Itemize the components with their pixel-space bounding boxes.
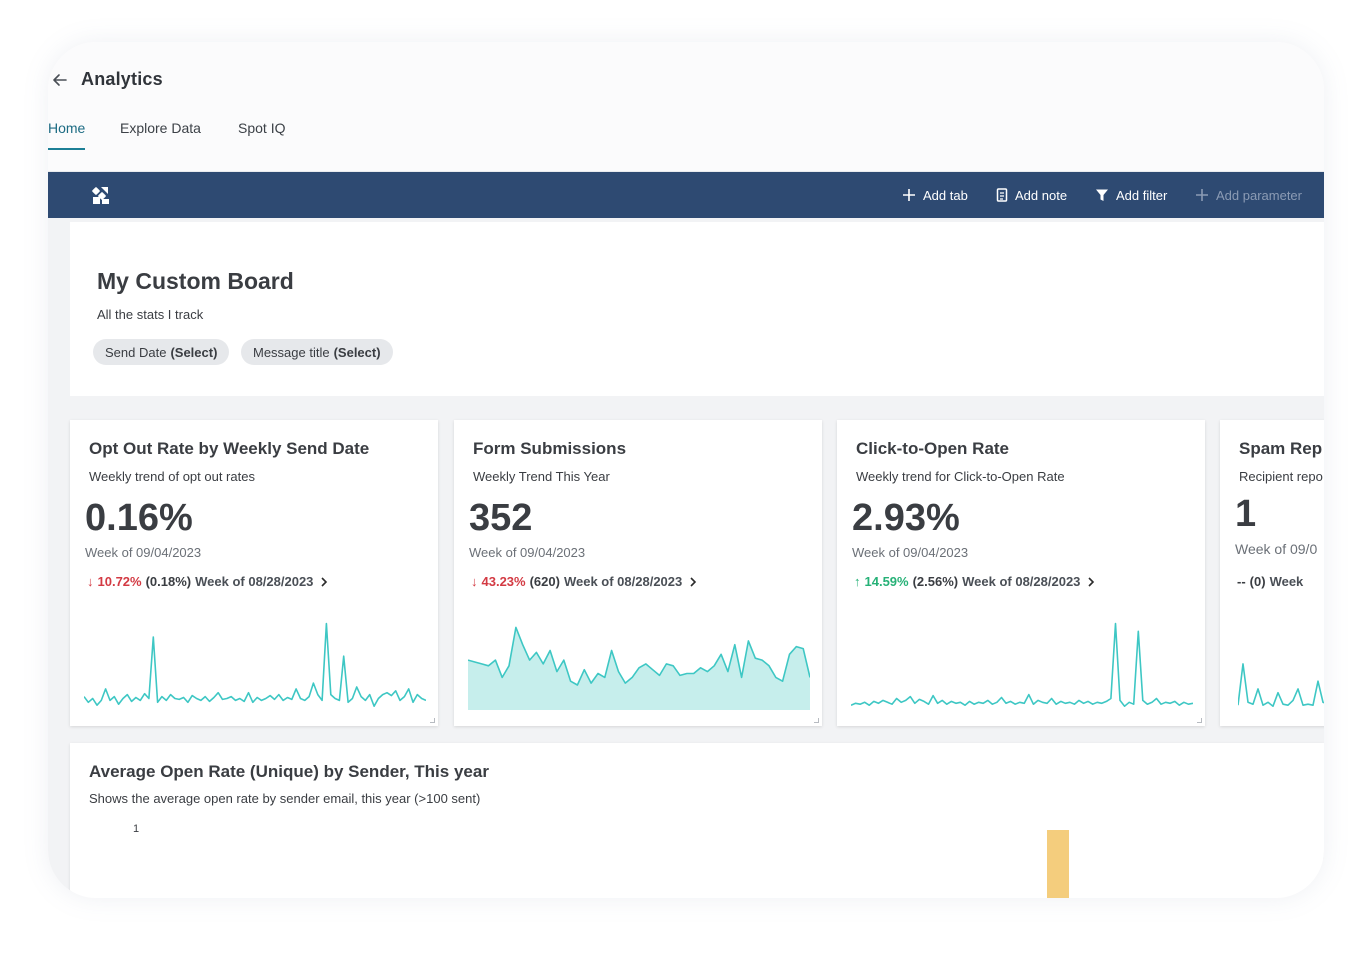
trend-down-icon: ↓ xyxy=(471,574,478,589)
arrow-left-icon[interactable] xyxy=(50,70,70,90)
delta-absolute: (0.18%) xyxy=(145,574,192,589)
kpi-comparison[interactable]: ↓ 43.23% (620) Week of 08/28/2023 xyxy=(471,574,697,589)
delta-percent: 10.72% xyxy=(97,574,142,589)
board-header: My Custom Board All the stats I track Se… xyxy=(70,222,1324,396)
resize-handle[interactable] xyxy=(1197,718,1202,723)
chevron-right-icon xyxy=(690,576,697,587)
add-tab-button[interactable]: Add tab xyxy=(902,186,968,204)
add-parameter-label: Add parameter xyxy=(1216,187,1302,203)
delta-absolute: (620) xyxy=(529,574,560,589)
add-tab-label: Add tab xyxy=(923,187,968,203)
filter-chip-value: (Select) xyxy=(170,344,218,360)
app-window: Analytics Home Explore Data Spot IQ Add … xyxy=(48,42,1324,898)
kpi-value: 2.93% xyxy=(852,497,960,539)
sparkline-chart xyxy=(851,610,1193,714)
board-description: All the stats I track xyxy=(97,307,204,322)
filter-chip-send-date[interactable]: Send Date (Select) xyxy=(93,339,230,365)
app-header: Analytics Home Explore Data Spot IQ xyxy=(48,42,1324,172)
delta-week: Week of 08/28/2023 xyxy=(563,574,683,589)
sparkline-line xyxy=(1238,664,1324,706)
chart-bar[interactable] xyxy=(1047,830,1069,898)
add-parameter-button[interactable]: Add parameter xyxy=(1195,186,1302,204)
resize-handle[interactable] xyxy=(814,718,819,723)
kpi-card-opt-out-rate[interactable]: Opt Out Rate by Weekly Send Date Weekly … xyxy=(70,420,438,726)
chevron-right-icon xyxy=(1088,576,1095,587)
kpi-value: 1 xyxy=(1235,493,1257,535)
sparkline-chart xyxy=(1238,610,1324,714)
card-title: Click-to-Open Rate xyxy=(856,439,1010,458)
trend-down-icon: ↓ xyxy=(87,574,94,589)
add-note-label: Add note xyxy=(1015,187,1068,203)
kpi-card-spam-reports[interactable]: Spam Rep Recipient repo 1 Week of 09/0 -… xyxy=(1220,420,1324,726)
delta-week: Week of 08/28/2023 xyxy=(962,574,1081,589)
card-title: Spam Rep xyxy=(1239,439,1323,458)
filter-chip-field: Message title xyxy=(253,344,330,360)
delta-absolute: (0) xyxy=(1249,574,1266,589)
kpi-card-click-to-open-rate[interactable]: Click-to-Open Rate Weekly trend for Clic… xyxy=(837,420,1205,726)
delta-absolute: (2.56%) xyxy=(912,574,959,589)
kpi-comparison[interactable]: -- (0) Week xyxy=(1237,574,1303,589)
add-filter-label: Add filter xyxy=(1116,187,1168,203)
add-note-button[interactable]: Add note xyxy=(996,186,1067,204)
filter-icon xyxy=(1096,189,1108,201)
card-subtitle: Weekly Trend This Year xyxy=(473,469,610,484)
sparkline-line xyxy=(851,624,1193,707)
card-subtitle: Weekly trend of opt out rates xyxy=(89,469,255,484)
add-filter-button[interactable]: Add filter xyxy=(1095,186,1167,204)
kpi-comparison[interactable]: ↑ 14.59% (2.56%) Week of 08/28/2023 xyxy=(854,574,1095,589)
card-title: Opt Out Rate by Weekly Send Date xyxy=(89,439,370,458)
sparkline-line xyxy=(84,624,426,707)
kpi-card-form-submissions[interactable]: Form Submissions Weekly Trend This Year … xyxy=(454,420,822,726)
card-title: Average Open Rate (Unique) by Sender, Th… xyxy=(89,762,489,781)
sparkline-line xyxy=(468,627,810,685)
trend-up-icon: ↑ xyxy=(854,574,861,589)
chart-card-average-open-rate[interactable]: Average Open Rate (Unique) by Sender, Th… xyxy=(70,743,1324,898)
board-canvas: My Custom Board All the stats I track Se… xyxy=(48,218,1324,898)
filter-chip-message-title[interactable]: Message title (Select) xyxy=(241,339,393,365)
card-subtitle: Weekly trend for Click-to-Open Rate xyxy=(856,469,1065,484)
card-subtitle: Shows the average open rate by sender em… xyxy=(89,791,481,806)
delta-percent: 43.23% xyxy=(481,574,526,589)
sparkline-chart xyxy=(84,610,426,714)
plus-icon xyxy=(1196,189,1208,201)
note-icon xyxy=(996,188,1008,202)
app-title: Analytics xyxy=(81,69,163,89)
kpi-date: Week of 09/0 xyxy=(1235,541,1318,557)
trend-flat-icon: -- xyxy=(1237,574,1246,589)
tab-spot-iq[interactable]: Spot IQ xyxy=(238,120,286,136)
delta-week: Week of 08/28/2023 xyxy=(195,574,314,589)
kpi-value: 0.16% xyxy=(85,497,193,539)
plus-icon xyxy=(903,189,915,201)
filter-chip-field: Send Date xyxy=(105,344,167,360)
kpi-date: Week of 09/04/2023 xyxy=(469,545,586,560)
filter-chip-value: (Select) xyxy=(333,344,381,360)
board-toolbar: Add tab Add note Add filter Add paramete… xyxy=(48,172,1324,218)
pinboard-logo-icon[interactable] xyxy=(90,184,112,206)
delta-percent: 14.59% xyxy=(864,574,909,589)
resize-handle[interactable] xyxy=(430,718,435,723)
y-axis-tick: 1 xyxy=(133,823,140,835)
tab-home[interactable]: Home xyxy=(48,120,86,150)
kpi-date: Week of 09/04/2023 xyxy=(852,545,969,560)
kpi-comparison[interactable]: ↓ 10.72% (0.18%) Week of 08/28/2023 xyxy=(87,574,328,589)
card-subtitle: Recipient repo xyxy=(1239,469,1323,484)
kpi-date: Week of 09/04/2023 xyxy=(85,545,202,560)
board-title: My Custom Board xyxy=(97,268,294,294)
card-title: Form Submissions xyxy=(473,439,627,458)
sparkline-chart xyxy=(468,610,810,710)
tab-explore-data[interactable]: Explore Data xyxy=(120,120,201,136)
chevron-right-icon xyxy=(321,576,328,587)
kpi-value: 352 xyxy=(469,497,533,539)
delta-week: Week xyxy=(1269,574,1304,589)
